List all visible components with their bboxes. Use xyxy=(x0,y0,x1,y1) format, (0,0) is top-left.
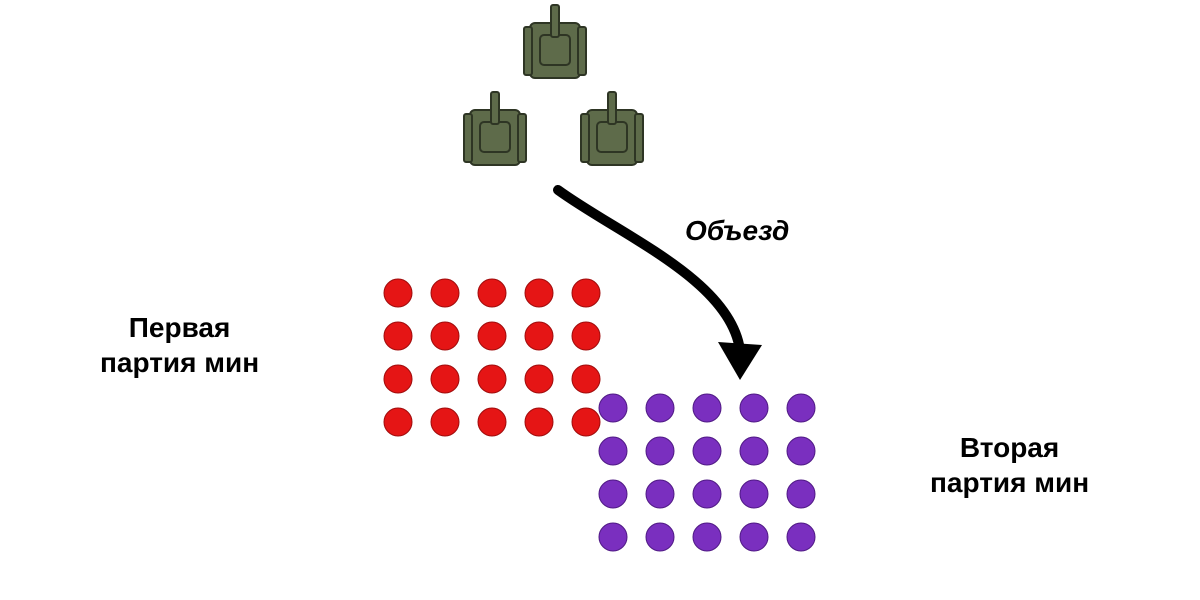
tank-icon xyxy=(464,92,526,165)
minefield-2 xyxy=(599,394,815,551)
detour-arrow-head xyxy=(718,342,762,380)
mine-dot xyxy=(384,365,412,393)
mine-dot xyxy=(740,480,768,508)
mine-dot xyxy=(572,279,600,307)
mine-dot xyxy=(572,408,600,436)
mine-dot xyxy=(478,365,506,393)
mine-dot xyxy=(478,322,506,350)
mine-dot xyxy=(384,408,412,436)
tank-icon xyxy=(524,5,586,78)
mine-dot xyxy=(646,437,674,465)
mine-dot xyxy=(572,365,600,393)
mine-dot xyxy=(599,437,627,465)
mine-dot xyxy=(646,523,674,551)
mine-dot xyxy=(693,394,721,422)
mine-dot xyxy=(787,394,815,422)
minefield-2-label: Вторая партия мин xyxy=(930,430,1089,500)
mine-dot xyxy=(599,523,627,551)
minefield-1 xyxy=(384,279,600,436)
mine-dot xyxy=(740,523,768,551)
mine-dot xyxy=(525,279,553,307)
mine-dot xyxy=(525,408,553,436)
diagram-canvas xyxy=(0,0,1200,600)
mine-dot xyxy=(599,394,627,422)
mine-dot xyxy=(787,437,815,465)
mine-dot xyxy=(646,394,674,422)
detour-arrow-label: Объезд xyxy=(685,215,789,247)
mine-dot xyxy=(693,480,721,508)
mine-dot xyxy=(431,365,459,393)
mine-dot xyxy=(525,322,553,350)
mine-dot xyxy=(599,480,627,508)
mine-dot xyxy=(478,279,506,307)
tanks-group xyxy=(464,5,643,165)
mine-dot xyxy=(787,523,815,551)
mine-dot xyxy=(572,322,600,350)
minefield-1-label: Первая партия мин xyxy=(100,310,259,380)
mine-dot xyxy=(787,480,815,508)
mine-dot xyxy=(525,365,553,393)
mine-dot xyxy=(431,279,459,307)
mine-dot xyxy=(431,322,459,350)
mine-dot xyxy=(740,394,768,422)
mine-dot xyxy=(384,279,412,307)
mine-dot xyxy=(478,408,506,436)
mine-dot xyxy=(693,523,721,551)
mine-dot xyxy=(693,437,721,465)
mine-dot xyxy=(384,322,412,350)
mine-dot xyxy=(646,480,674,508)
mine-dot xyxy=(740,437,768,465)
tank-icon xyxy=(581,92,643,165)
mine-dot xyxy=(431,408,459,436)
